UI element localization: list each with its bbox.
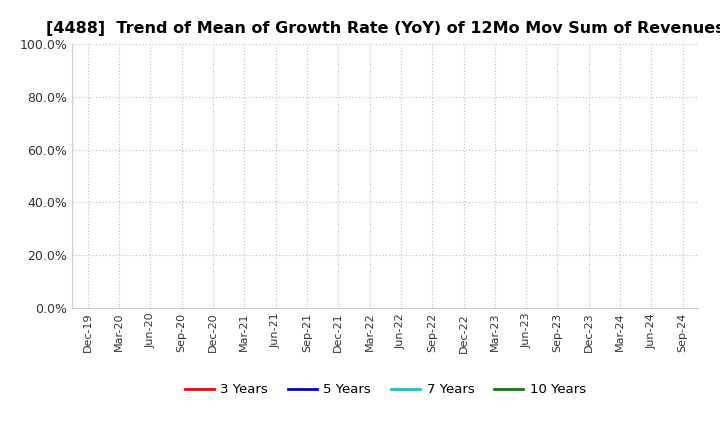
- Title: [4488]  Trend of Mean of Growth Rate (YoY) of 12Mo Mov Sum of Revenues: [4488] Trend of Mean of Growth Rate (YoY…: [46, 21, 720, 36]
- Legend: 3 Years, 5 Years, 7 Years, 10 Years: 3 Years, 5 Years, 7 Years, 10 Years: [179, 378, 591, 402]
